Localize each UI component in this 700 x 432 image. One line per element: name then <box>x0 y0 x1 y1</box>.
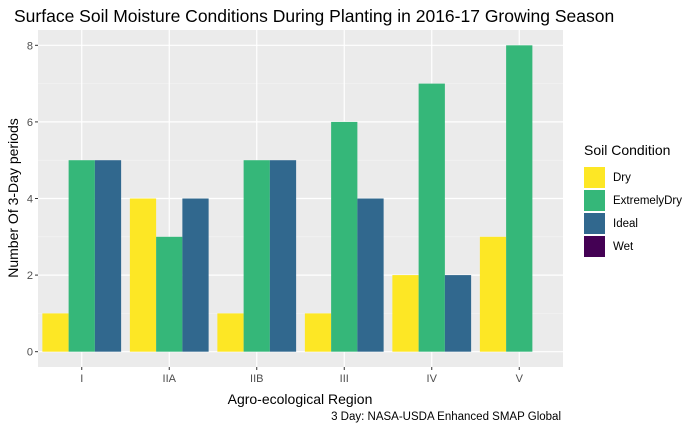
x-tick-label: V <box>516 373 524 385</box>
chart-title: Surface Soil Moisture Conditions During … <box>14 6 615 26</box>
legend-swatch <box>584 167 605 188</box>
y-tick-label: 8 <box>27 40 33 52</box>
bar-extremelydry-v <box>506 45 533 352</box>
bar-dry-v <box>479 236 507 352</box>
legend-item-wet: Wet <box>584 235 682 258</box>
x-tick-label: I <box>80 373 83 385</box>
y-tick-label: 2 <box>27 270 33 282</box>
x-axis-label: Agro-ecological Region <box>228 391 373 407</box>
chart-caption: 3 Day: NASA-USDA Enhanced SMAP Global <box>331 411 561 423</box>
x-tick-label: IIB <box>250 373 263 385</box>
x-tick-label: IV <box>427 373 438 385</box>
legend-item-dry: Dry <box>584 166 682 189</box>
legend-swatch <box>584 213 605 234</box>
bar-ideal-iia <box>182 198 209 352</box>
y-axis-label: Number Of 3-Day periods <box>5 118 21 278</box>
axes: 0 2 4 6 8 I IIA IIB III IV V <box>27 40 524 385</box>
legend-label: Wet <box>613 240 634 253</box>
bar-dry-i <box>42 313 69 352</box>
y-tick-label: 4 <box>27 194 33 206</box>
legend-title: Soil Condition <box>584 142 671 158</box>
y-tick-label: 0 <box>27 347 33 359</box>
legend-item-extremelydry: ExtremelyDry <box>584 189 682 212</box>
bar-ideal-iv <box>444 275 472 352</box>
y-tick-label: 6 <box>27 117 33 129</box>
bar-extremelydry-iia <box>156 236 183 352</box>
bars <box>42 45 533 352</box>
legend-swatch <box>584 236 605 257</box>
x-tick-label: III <box>340 373 349 385</box>
legend-label: ExtremelyDry <box>613 194 683 207</box>
legend-item-ideal: Ideal <box>584 212 682 235</box>
legend-label: Ideal <box>613 217 638 230</box>
bar-dry-iib <box>217 313 244 352</box>
bar-extremelydry-iv <box>418 83 445 352</box>
legend-label: Dry <box>613 171 631 184</box>
legend: Soil Condition Dry ExtremelyDry Ideal Wet <box>584 142 682 258</box>
bar-extremelydry-iii <box>331 121 358 352</box>
bar-dry-iia <box>129 198 157 352</box>
legend-swatch <box>584 190 605 211</box>
bar-dry-iv <box>392 275 419 352</box>
x-tick-label: IIA <box>163 373 177 385</box>
bar-ideal-iii <box>357 198 384 352</box>
bar-ideal-i <box>94 160 122 352</box>
bar-extremelydry-i <box>68 160 95 352</box>
bar-dry-iii <box>304 313 332 352</box>
bar-extremelydry-iib <box>243 160 270 352</box>
bar-ideal-iib <box>269 160 297 352</box>
